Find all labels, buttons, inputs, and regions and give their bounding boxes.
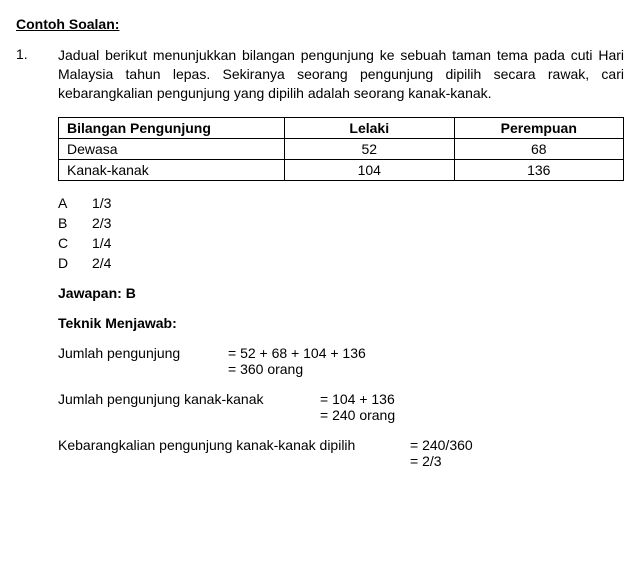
work-line: = 104 + 136 — [320, 391, 395, 407]
cell-value: 52 — [285, 138, 455, 159]
work-label: Jumlah pengunjung — [58, 345, 228, 361]
data-table: Bilangan Pengunjung Lelaki Perempuan Dew… — [58, 117, 624, 181]
row-label: Kanak-kanak — [59, 159, 285, 180]
work-line: = 240 orang — [320, 407, 395, 423]
table-header: Lelaki — [285, 117, 455, 138]
technique-title: Teknik Menjawab: — [58, 315, 624, 331]
answer-label: Jawapan: B — [58, 285, 624, 301]
work-line: = 240/360 — [410, 437, 473, 453]
table-header-row: Bilangan Pengunjung Lelaki Perempuan — [59, 117, 624, 138]
option-value: 2/4 — [92, 255, 111, 271]
work-row: Jumlah pengunjung = 52 + 68 + 104 + 136 … — [58, 345, 624, 377]
work-label: Jumlah pengunjung kanak-kanak — [58, 391, 320, 407]
option-letter: D — [58, 255, 92, 271]
work-line: = 52 + 68 + 104 + 136 — [228, 345, 366, 361]
option-letter: A — [58, 195, 92, 211]
options-list: A 1/3 B 2/3 C 1/4 D 2/4 — [58, 195, 624, 271]
row-label: Dewasa — [59, 138, 285, 159]
option-row: A 1/3 — [58, 195, 624, 211]
question-body: Jadual berikut menunjukkan bilangan peng… — [58, 46, 624, 469]
option-value: 1/4 — [92, 235, 111, 251]
question-wrapper: 1. Jadual berikut menunjukkan bilangan p… — [16, 46, 624, 469]
option-row: D 2/4 — [58, 255, 624, 271]
work-row: Jumlah pengunjung kanak-kanak = 104 + 13… — [58, 391, 624, 423]
work-equation: = 104 + 136 = 240 orang — [320, 391, 395, 423]
question-text: Jadual berikut menunjukkan bilangan peng… — [58, 46, 624, 103]
cell-value: 104 — [285, 159, 455, 180]
table-header: Bilangan Pengunjung — [59, 117, 285, 138]
option-row: C 1/4 — [58, 235, 624, 251]
cell-value: 136 — [454, 159, 624, 180]
option-value: 2/3 — [92, 215, 111, 231]
table-row: Dewasa 52 68 — [59, 138, 624, 159]
option-value: 1/3 — [92, 195, 111, 211]
table-row: Kanak-kanak 104 136 — [59, 159, 624, 180]
work-label: Kebarangkalian pengunjung kanak-kanak di… — [58, 437, 410, 453]
work-line: = 360 orang — [228, 361, 366, 377]
option-letter: C — [58, 235, 92, 251]
section-title: Contoh Soalan: — [16, 16, 624, 32]
table-header: Perempuan — [454, 117, 624, 138]
option-row: B 2/3 — [58, 215, 624, 231]
work-equation: = 240/360 = 2/3 — [410, 437, 473, 469]
work-line: = 2/3 — [410, 453, 473, 469]
work-equation: = 52 + 68 + 104 + 136 = 360 orang — [228, 345, 366, 377]
work-row: Kebarangkalian pengunjung kanak-kanak di… — [58, 437, 624, 469]
cell-value: 68 — [454, 138, 624, 159]
question-number: 1. — [16, 46, 58, 62]
option-letter: B — [58, 215, 92, 231]
